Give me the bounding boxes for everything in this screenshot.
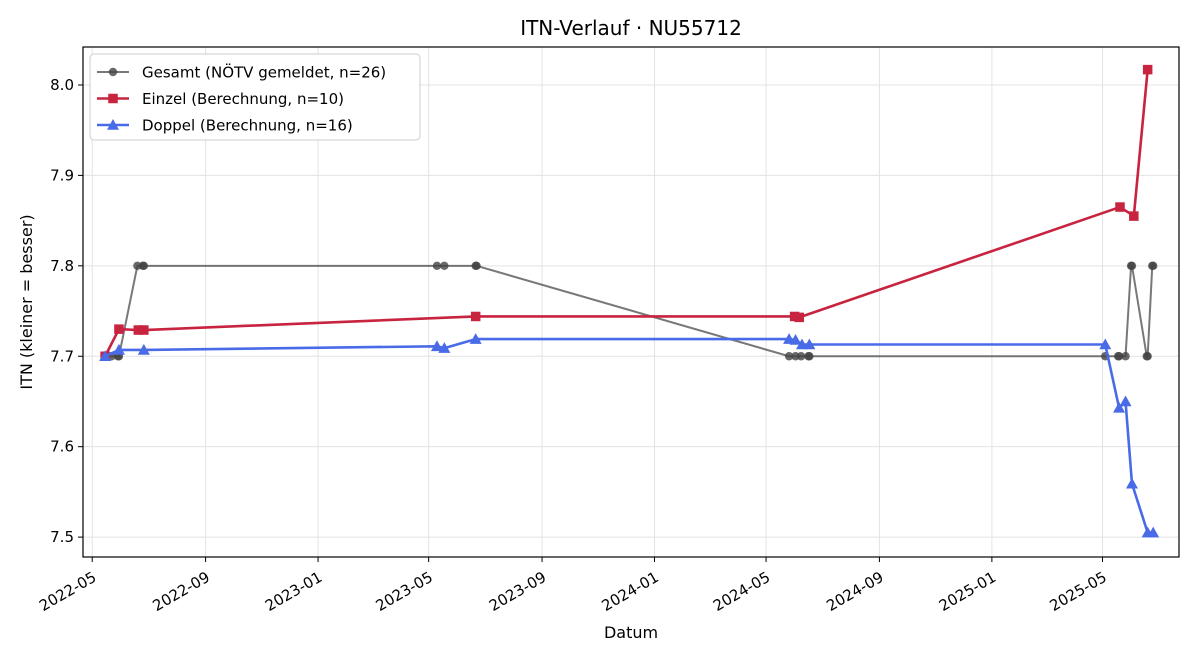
legend: Gesamt (NÖTV gemeldet, n=26) Einzel (Bere…	[89, 53, 421, 141]
legend-marker	[108, 93, 118, 104]
legend-label: Gesamt (NÖTV gemeldet, n=26)	[142, 63, 386, 82]
y-tick-label: 7.9	[50, 166, 74, 184]
data-point	[137, 343, 150, 355]
data-point	[1113, 401, 1126, 413]
x-tick-label: 2023-01	[262, 568, 325, 615]
data-point	[1115, 202, 1125, 212]
data-point	[805, 352, 814, 361]
data-point	[1127, 261, 1137, 271]
legend-marker	[107, 119, 119, 130]
x-tick-label: 2024-01	[598, 568, 661, 615]
data-point	[112, 343, 125, 355]
chart-title: ITN-Verlauf · NU55712	[520, 16, 742, 40]
x-axis-label: Datum	[604, 623, 658, 642]
series-2	[99, 333, 1160, 538]
data-point	[784, 352, 794, 361]
x-tick-label: 2025-05	[1046, 568, 1109, 615]
data-point	[139, 261, 149, 271]
data-point	[470, 311, 481, 322]
data-point	[794, 312, 804, 323]
data-point	[1114, 352, 1124, 361]
series-line	[104, 337, 1154, 534]
y-axis-ticks: 7.5 7.6 7.7 7.8 7.9 8.0	[50, 76, 83, 546]
legend-label: Doppel (Berechnung, n=16)	[142, 117, 353, 135]
data-point	[1143, 352, 1152, 361]
data-point	[469, 333, 482, 344]
data-point	[472, 261, 481, 271]
x-tick-label: 2025-01	[936, 568, 999, 615]
data-point	[1099, 338, 1112, 350]
y-tick-label: 7.8	[50, 257, 74, 275]
data-point	[114, 324, 124, 334]
y-tick-label: 7.7	[50, 347, 74, 365]
data-point	[1147, 526, 1160, 538]
data-point	[796, 352, 806, 361]
x-tick-label: 2024-09	[823, 568, 886, 615]
x-axis-ticks: 2022-05 2022-09 2023-01 2023-05 2023-09 2024-…	[36, 557, 1110, 615]
series-line	[105, 264, 1154, 358]
y-axis-label: ITN (kleiner = besser)	[17, 214, 36, 389]
data-point	[803, 338, 816, 350]
legend-marker	[108, 67, 118, 77]
legend-box	[89, 53, 421, 141]
x-tick-label: 2023-09	[486, 568, 549, 615]
data-point	[99, 350, 112, 362]
data-point	[1121, 352, 1130, 361]
data-point	[133, 325, 144, 335]
series-1	[100, 64, 1153, 362]
data-point	[139, 325, 149, 335]
x-tick-label: 2023-05	[373, 568, 436, 615]
x-tick-label: 2022-09	[150, 568, 213, 615]
plot-frame	[82, 46, 1180, 558]
series-layer	[99, 64, 1160, 538]
data-point	[432, 261, 442, 271]
x-tick-label: 2022-05	[36, 568, 99, 615]
data-point	[789, 333, 802, 345]
data-point	[1129, 211, 1139, 221]
data-point	[1119, 395, 1132, 407]
y-tick-label: 8.0	[50, 76, 74, 94]
data-point	[1125, 477, 1138, 489]
data-point	[438, 342, 451, 353]
data-point	[430, 340, 443, 352]
series-line	[103, 69, 1149, 357]
y-tick-label: 7.5	[50, 528, 74, 546]
y-tick-label: 7.6	[50, 438, 74, 456]
x-tick-label: 2024-05	[710, 568, 773, 615]
legend-label: Einzel (Berechnung, n=10)	[142, 90, 344, 108]
data-point	[440, 261, 449, 271]
data-point	[1148, 261, 1158, 271]
data-point	[1142, 64, 1153, 75]
